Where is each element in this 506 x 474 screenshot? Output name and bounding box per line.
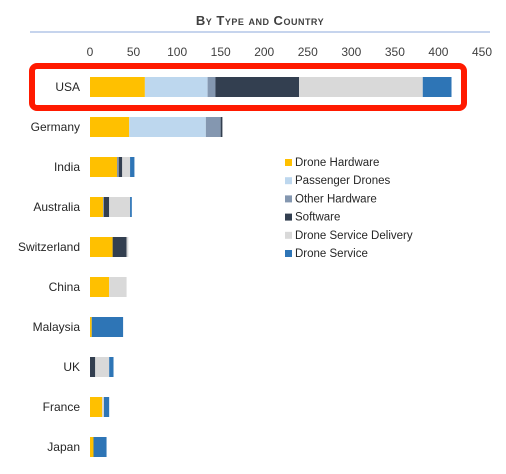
bar-segment-3-5	[130, 197, 132, 217]
x-tick-label-3: 150	[211, 45, 231, 59]
legend-label-3: Software	[295, 212, 340, 224]
chart-title: By Type and Country	[196, 13, 324, 28]
category-label-7: UK	[63, 360, 80, 374]
bar-segment-9-0	[90, 437, 94, 457]
category-label-1: Germany	[31, 120, 80, 134]
bar-segment-0-5	[422, 77, 452, 97]
category-label-8: France	[43, 400, 81, 414]
bar-segment-9-5	[93, 437, 107, 457]
category-label-3: Australia	[33, 200, 80, 214]
bar-segment-6-5	[91, 317, 124, 337]
legend-swatch-2	[285, 195, 292, 203]
legend-label-5: Drone Service	[295, 248, 368, 260]
legend-swatch-5	[285, 250, 292, 257]
bar-segment-2-2	[117, 157, 119, 177]
highlight-frame	[29, 63, 467, 111]
x-tick-label-7: 350	[385, 45, 405, 59]
bar-segment-1-1	[129, 117, 206, 137]
legend-swatch-0	[285, 159, 292, 166]
legend-swatch-4	[285, 231, 292, 239]
x-tick-label-1: 50	[127, 45, 141, 59]
bar-segment-8-4	[102, 397, 104, 417]
bar-segment-3-4	[109, 197, 131, 217]
bar-segment-1-0	[90, 117, 130, 137]
x-axis-ticks: 0 50 100 150 200 250 300 350 400 450	[87, 45, 493, 59]
x-tick-label-6: 300	[341, 45, 361, 59]
category-label-0: USA	[55, 80, 80, 94]
bar-segment-0-1	[144, 77, 208, 97]
bar-segment-7-4	[95, 357, 110, 377]
x-tick-label-8: 400	[428, 45, 448, 59]
category-label-5: China	[49, 280, 81, 294]
bar-segment-2-3	[118, 157, 123, 177]
bar-segment-4-0	[90, 237, 113, 257]
bar-segment-7-5	[109, 357, 114, 377]
bar-segment-2-4	[122, 157, 131, 177]
x-tick-label-9: 450	[472, 45, 492, 59]
bar-segment-6-0	[90, 317, 92, 337]
bar-segment-1-2	[205, 117, 221, 137]
bar-segment-7-3	[90, 357, 96, 377]
legend-label-2: Other Hardware	[295, 193, 377, 205]
legend-label-1: Passenger Drones	[295, 175, 390, 187]
highlight-rectangle	[29, 63, 467, 111]
x-tick-label-0: 0	[87, 45, 94, 59]
legend-label-0: Drone Hardware	[295, 157, 379, 169]
bar-segment-0-3	[215, 77, 300, 97]
bar-segment-1-3	[220, 117, 223, 137]
category-labels: USA Germany India Australia Switzerland China…	[18, 80, 80, 454]
bar-segment-0-4	[299, 77, 423, 97]
legend-swatch-3	[285, 213, 292, 221]
bar-segment-2-0	[90, 157, 118, 177]
bars	[90, 77, 452, 457]
bar-segment-8-5	[103, 397, 110, 417]
legend-label-4: Drone Service Delivery	[295, 230, 413, 242]
bar-segment-8-0	[90, 397, 103, 417]
bar-segment-2-5	[130, 157, 135, 177]
bar-segment-4-3	[112, 237, 127, 257]
bar-segment-3-3	[103, 197, 110, 217]
legend-swatch-1	[285, 177, 292, 185]
bar-segment-4-4	[126, 237, 129, 257]
category-label-4: Switzerland	[18, 240, 80, 254]
bar-segment-3-2	[103, 197, 104, 217]
legend: Drone Hardware Passenger Drones Other Hard…	[285, 157, 413, 260]
category-label-2: India	[54, 160, 80, 174]
bar-segment-0-2	[207, 77, 216, 97]
x-tick-label-4: 200	[254, 45, 274, 59]
category-label-9: Japan	[47, 440, 80, 454]
x-tick-label-2: 100	[167, 45, 187, 59]
bar-segment-0-0	[90, 77, 145, 97]
bar-segment-3-0	[90, 197, 104, 217]
x-tick-label-5: 250	[298, 45, 318, 59]
category-label-6: Malaysia	[33, 320, 81, 334]
bar-segment-5-4	[109, 277, 127, 297]
bar-segment-5-0	[90, 277, 110, 297]
